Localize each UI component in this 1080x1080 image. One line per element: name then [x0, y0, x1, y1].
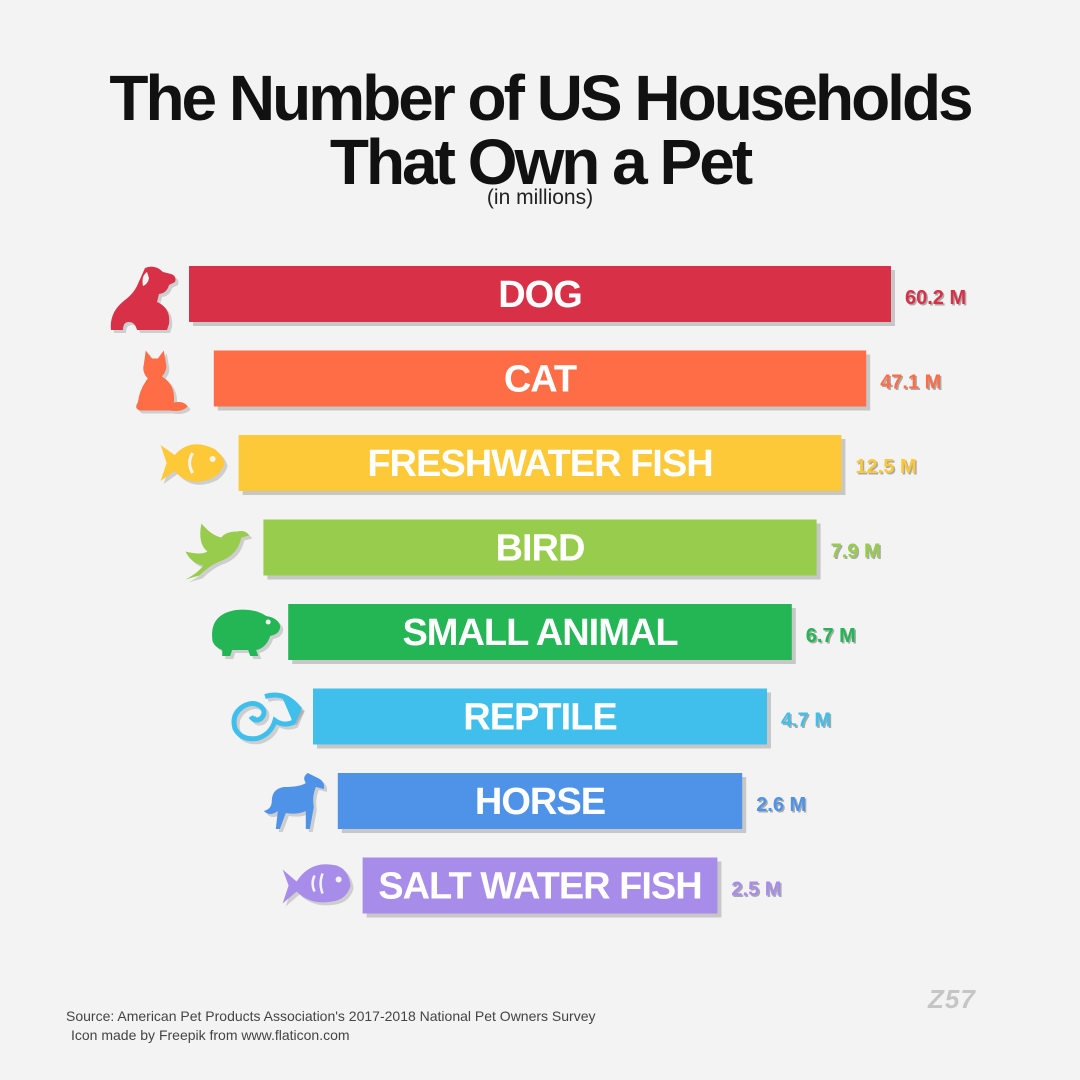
bar [263, 519, 817, 576]
bar-category-label: FRESHWATER FISH [367, 443, 712, 485]
bar [362, 857, 718, 914]
bar-category-label: SMALL ANIMAL [402, 612, 678, 654]
value-label: 2.6 M [756, 794, 806, 816]
bar-row-salt-water-fish: SALT WATER FISH 2.5 M2.5 M [282, 857, 783, 918]
source-note: Source: American Pet Products Associatio… [66, 1007, 766, 1045]
bar-row-reptile: REPTILE 4.7 M4.7 M [231, 688, 833, 749]
value-label: 2.5 M [731, 879, 781, 901]
bar [189, 266, 891, 322]
bar-category-label: SALT WATER FISH [378, 866, 701, 908]
bar [238, 435, 842, 491]
icon-credit-line: Icon made by Freepik from www.flaticon.c… [71, 1027, 350, 1043]
value-label: 60.2 M [905, 287, 966, 309]
value-label-shadow: 4.7 M [783, 711, 833, 733]
bar [213, 350, 867, 407]
chart-title-line2: That Own a Pet [329, 126, 753, 198]
horse-icon [263, 773, 328, 832]
fish-icon [160, 444, 228, 485]
bar-category-label: CAT [504, 359, 577, 401]
value-label: 47.1 M [880, 372, 941, 394]
value-label-shadow: 47.1 M [882, 373, 943, 395]
chart-subtitle: (in millions) [486, 186, 594, 209]
bar-row-dog: DOG 60.2 M60.2 M [110, 266, 968, 333]
value-label-shadow: 2.5 M [733, 880, 783, 902]
value-label: 12.5 M [855, 456, 916, 478]
cat-icon [136, 350, 191, 414]
value-label: 6.7 M [806, 625, 856, 647]
bar-row-small-animal: SMALL ANIMAL 6.7 M6.7 M [212, 604, 857, 664]
bar-row-cat: CAT 47.1 M47.1 M [136, 350, 943, 414]
bird-icon [185, 523, 253, 583]
hamster-icon [212, 609, 284, 659]
value-label: 7.9 M [831, 541, 881, 563]
bar-category-label: BIRD [496, 528, 585, 570]
dog-icon [110, 266, 179, 333]
value-label-shadow: 6.7 M [807, 627, 857, 649]
brand-logo: Z57 [928, 984, 976, 1014]
value-label: 4.7 M [781, 710, 831, 732]
bar [313, 688, 767, 745]
bar-row-horse: HORSE 2.6 M2.6 M [263, 773, 808, 833]
chart-title-line1: The Number of US Households [109, 62, 973, 134]
value-label-shadow: 12.5 M [857, 458, 918, 480]
chameleon-icon [231, 692, 305, 745]
bar [288, 604, 792, 660]
value-label-shadow: 2.6 M [758, 796, 808, 818]
bar-category-label: DOG [498, 274, 582, 316]
value-label-shadow: 7.9 M [832, 542, 882, 564]
value-label-shadow: 60.2 M [907, 289, 968, 311]
bar-row-freshwater-fish: FRESHWATER FISH 12.5 M12.5 M [160, 435, 918, 495]
source-line: Source: American Pet Products Associatio… [66, 1008, 596, 1024]
bar-category-label: REPTILE [463, 697, 616, 739]
bar [337, 773, 743, 829]
saltwater-fish-icon [282, 864, 354, 907]
bar-category-label: HORSE [475, 781, 605, 823]
bar-row-bird: BIRD 7.9 M7.9 M [185, 519, 882, 583]
